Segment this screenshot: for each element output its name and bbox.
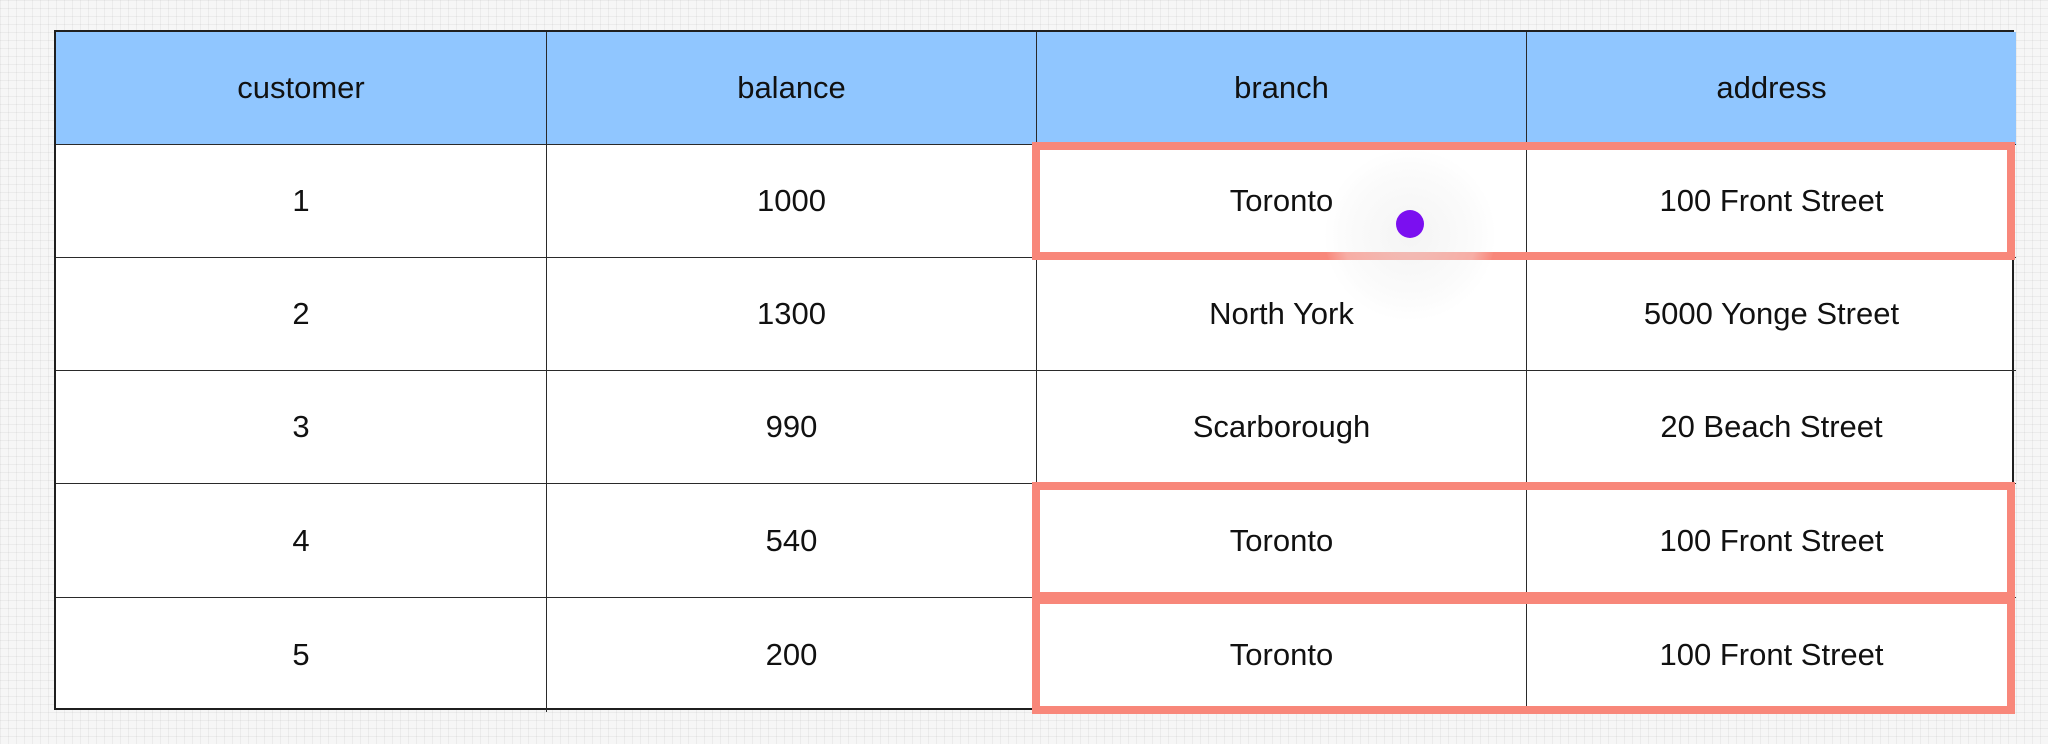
cell-balance: 1300 <box>547 258 1037 371</box>
cell-customer: 3 <box>56 371 547 484</box>
cell-address: 100 Front Street <box>1659 637 1884 672</box>
cell-address: 5000 Yonge Street <box>1527 258 2016 371</box>
cell-customer: 4 <box>56 484 547 598</box>
cursor-pointer-icon <box>1396 210 1424 238</box>
customer-branch-table: customer balance branch address 1 1000 T… <box>54 30 2016 712</box>
cell-address: 20 Beach Street <box>1527 371 2016 484</box>
header-address: address <box>1527 32 2016 145</box>
cell-customer: 5 <box>56 598 547 712</box>
cell-customer: 2 <box>56 258 547 371</box>
cell-customer: 1 <box>56 145 547 258</box>
cell-branch: North York <box>1037 258 1527 371</box>
cell-branch: Toronto <box>1037 484 1527 598</box>
cell-balance: 990 <box>547 371 1037 484</box>
cell-branch: Toronto <box>1037 598 1527 712</box>
cell-branch: Scarborough <box>1037 371 1527 484</box>
cell-branch: Toronto <box>1037 145 1527 258</box>
cell-address: 100 Front Street <box>1527 484 2016 598</box>
header-customer: customer <box>56 32 547 145</box>
cell-address: 100 Front Street <box>1527 145 2016 258</box>
header-branch: branch <box>1037 32 1527 145</box>
cell-balance: 540 <box>547 484 1037 598</box>
cell-balance: 1000 <box>547 145 1037 258</box>
cell-balance: 200 <box>547 598 1037 712</box>
header-balance: balance <box>547 32 1037 145</box>
